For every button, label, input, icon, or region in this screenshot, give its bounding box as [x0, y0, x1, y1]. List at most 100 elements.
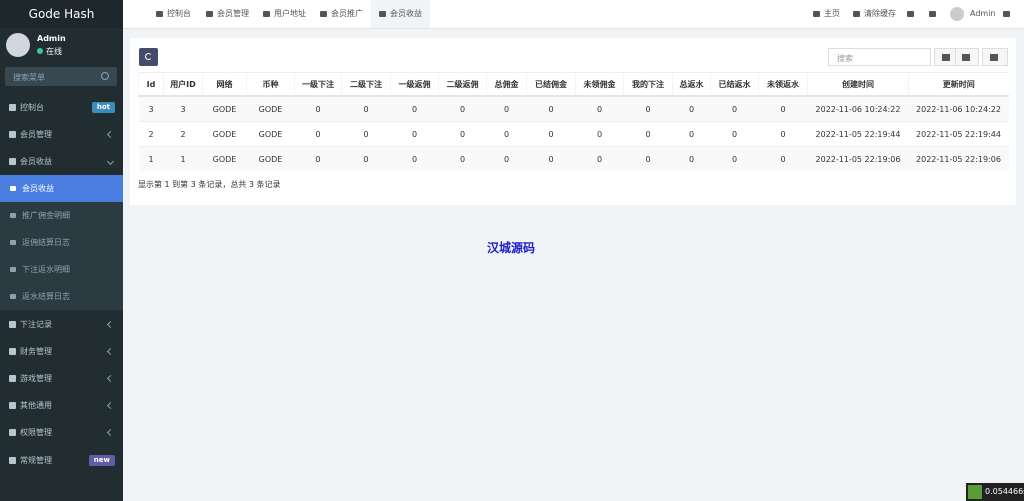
menu-item[interactable]: 常规管理 new [0, 447, 123, 474]
menu-label: 返水结算日志 [22, 292, 70, 301]
table-cell: 0 [575, 146, 624, 171]
table-cell: 2022-11-05 22:19:44 [807, 121, 909, 147]
icon [907, 11, 914, 17]
menu-item[interactable]: 控制台 hot [0, 94, 123, 121]
menu-icon [9, 375, 16, 382]
header-row: Id 用户ID 网络 币种 一级下注 二级下注 一级返佣 二级返佣 总佣金 已结佣金 未领佣金 我的下… [138, 72, 1009, 97]
top-link[interactable]: 清除缓存 [853, 0, 896, 28]
menu-icon [9, 402, 16, 409]
menu-item[interactable]: 其他通用 [0, 392, 123, 419]
columns-button[interactable] [955, 48, 979, 66]
nav-tab[interactable]: 会员管理 [198, 0, 257, 28]
column-header[interactable]: Id [138, 72, 164, 97]
column-header[interactable]: 二级返佣 [438, 72, 487, 97]
table-cell: 2022-11-05 22:19:44 [908, 121, 1009, 147]
column-header[interactable]: 总佣金 [486, 72, 527, 97]
menu-label: 下注返水明细 [22, 265, 70, 274]
column-header[interactable]: 网络 [202, 72, 247, 97]
table-cell: GODE [202, 146, 247, 171]
menu-arrow [106, 157, 115, 166]
menu-label: 财务管理 [20, 347, 52, 356]
menu-icon [9, 457, 16, 464]
table-cell: 0 [575, 121, 624, 147]
link-label: 主页 [824, 9, 840, 18]
menu-item[interactable]: 下注返水明细 [0, 256, 123, 283]
sidebar: Gode Hash Admin 在线 搜索菜单 控制台 hot 会员管理 会员收益 会员… [0, 0, 123, 501]
icon [942, 54, 950, 61]
menu-item[interactable]: 权限管理 [0, 419, 123, 446]
table-search[interactable]: 搜索 [828, 48, 931, 66]
table-cell: 0 [672, 146, 711, 171]
menu-item[interactable]: 会员收益 [0, 148, 123, 175]
table-cell: 3 [163, 95, 203, 122]
table-cell: 0 [526, 121, 576, 147]
column-header[interactable]: 一级返佣 [390, 72, 439, 97]
icon-button[interactable] [1003, 0, 1013, 28]
export-button[interactable] [982, 48, 1008, 66]
table-row[interactable]: 3 3 GODE GODE 0 0 0 0 0 0 0 0 0 0 0 2022-11-06 10:24:22… [138, 95, 1009, 122]
table-cell: 0 [623, 121, 673, 147]
menu-icon [9, 321, 16, 328]
menu-item[interactable]: 游戏管理 [0, 365, 123, 392]
menu-label: 控制台 [20, 103, 44, 112]
table-cell: 3 [138, 95, 164, 122]
menu-badge: hot [91, 102, 115, 113]
menu-item[interactable]: 会员收益 [0, 175, 123, 202]
menu-icon [9, 131, 16, 138]
icon-button[interactable] [907, 0, 917, 28]
nav-tab[interactable]: 控制台 [148, 0, 199, 28]
menu-item[interactable]: 财务管理 [0, 338, 123, 365]
column-header[interactable]: 未领佣金 [575, 72, 624, 97]
menu-item[interactable]: 返佣结算日志 [0, 229, 123, 256]
table-row[interactable]: 2 2 GODE GODE 0 0 0 0 0 0 0 0 0 0 0 2022-11-05 22:19:44… [138, 121, 1009, 147]
table-cell: 2022-11-06 10:24:22 [807, 95, 909, 122]
menu-arrow [106, 347, 115, 356]
avatar [6, 33, 30, 57]
column-header[interactable]: 用户ID [163, 72, 203, 97]
icon-button[interactable] [929, 0, 939, 28]
column-header[interactable]: 币种 [246, 72, 295, 97]
column-header[interactable]: 未领返水 [758, 72, 808, 97]
table-cell: 2022-11-05 22:19:06 [908, 146, 1009, 171]
menu-toggle[interactable] [131, 0, 139, 28]
nav-tab[interactable]: 会员收益 [371, 0, 430, 28]
column-header[interactable]: 总返水 [672, 72, 711, 97]
column-header[interactable]: 二级下注 [341, 72, 391, 97]
tab-icon [206, 11, 213, 17]
menu-icon [10, 294, 16, 299]
column-header[interactable]: 更新时间 [908, 72, 1009, 97]
table-row[interactable]: 1 1 GODE GODE 0 0 0 0 0 0 0 0 0 0 0 2022-11-05 22:19:06… [138, 146, 1009, 171]
column-header[interactable]: 我的下注 [623, 72, 673, 97]
table-cell: 0 [710, 121, 759, 147]
top-link[interactable]: Admin [950, 0, 996, 28]
column-header[interactable]: 已结佣金 [526, 72, 576, 97]
menu-item[interactable]: 下注记录 [0, 311, 123, 338]
column-header[interactable]: 一级下注 [294, 72, 342, 97]
menu-item[interactable]: 会员管理 [0, 121, 123, 148]
search-icon [101, 72, 109, 80]
refresh-button[interactable] [139, 48, 158, 66]
top-link[interactable]: 主页 [813, 0, 840, 28]
column-header[interactable]: 创建时间 [807, 72, 909, 97]
nav-tab[interactable]: 用户地址 [255, 0, 314, 28]
table-body: 3 3 GODE GODE 0 0 0 0 0 0 0 0 0 0 0 2022-11-06 10:24:22… [138, 95, 1009, 171]
table-cell: 0 [294, 121, 342, 147]
menu-label: 会员收益 [22, 184, 54, 193]
tab-icon [263, 11, 270, 17]
menu-arrow [106, 401, 115, 410]
table-cell: 0 [438, 95, 487, 122]
toggle-view-button[interactable] [934, 48, 956, 66]
menu-label: 游戏管理 [20, 374, 52, 383]
nav-tab[interactable]: 会员推广 [312, 0, 371, 28]
menu-label: 常规管理 [20, 456, 52, 465]
column-header[interactable]: 已结返水 [710, 72, 759, 97]
menu-search[interactable]: 搜索菜单 [5, 67, 117, 86]
table-cell: 0 [341, 95, 391, 122]
menu-icon [10, 213, 16, 218]
menu-item[interactable]: 推广佣金明细 [0, 202, 123, 229]
topbar: 控制台 会员管理 用户地址 会员推广 会员收益 主页 清除缓存 Admin [123, 0, 1024, 29]
menu-item[interactable]: 返水结算日志 [0, 283, 123, 310]
brand[interactable]: Gode Hash [0, 0, 123, 28]
tab-label: 会员收益 [390, 9, 422, 18]
table-cell: 0 [526, 95, 576, 122]
